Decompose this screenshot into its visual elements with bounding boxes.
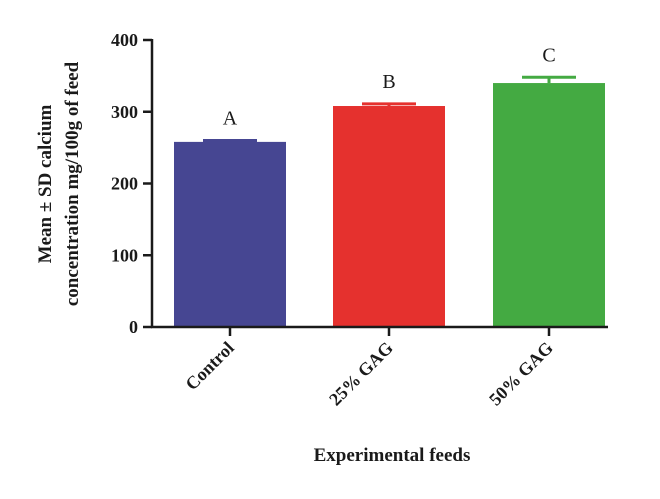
y-tick-label: 400 [111,30,138,50]
error-bars [203,75,576,142]
bar [493,83,605,327]
y-tick-label: 300 [111,102,138,122]
x-tick-label: 25% GAG [325,338,397,410]
x-tick-label: Control [181,338,237,394]
bar [333,106,445,327]
significance-letter: C [542,44,555,66]
bars [174,83,605,327]
bar [174,141,286,327]
y-axis-ticks: 0 100 200 300 400 [111,30,152,337]
y-tick-label: 100 [111,245,138,265]
x-axis-ticks: Control 25% GAG 50% GAG [181,327,557,410]
y-axis-title-line-1: Mean ± SD calcium [35,104,56,263]
significance-letter: B [382,71,395,93]
y-axis-title-line-2: concentration mg/100g of feed [62,61,83,306]
x-tick-label: 50% GAG [485,338,557,410]
x-axis-title: Experimental feeds [314,445,471,466]
significance-letters: A B C [223,44,556,129]
significance-letter: A [223,107,238,129]
y-tick-label: 200 [111,174,138,194]
y-tick-label: 0 [129,317,138,337]
